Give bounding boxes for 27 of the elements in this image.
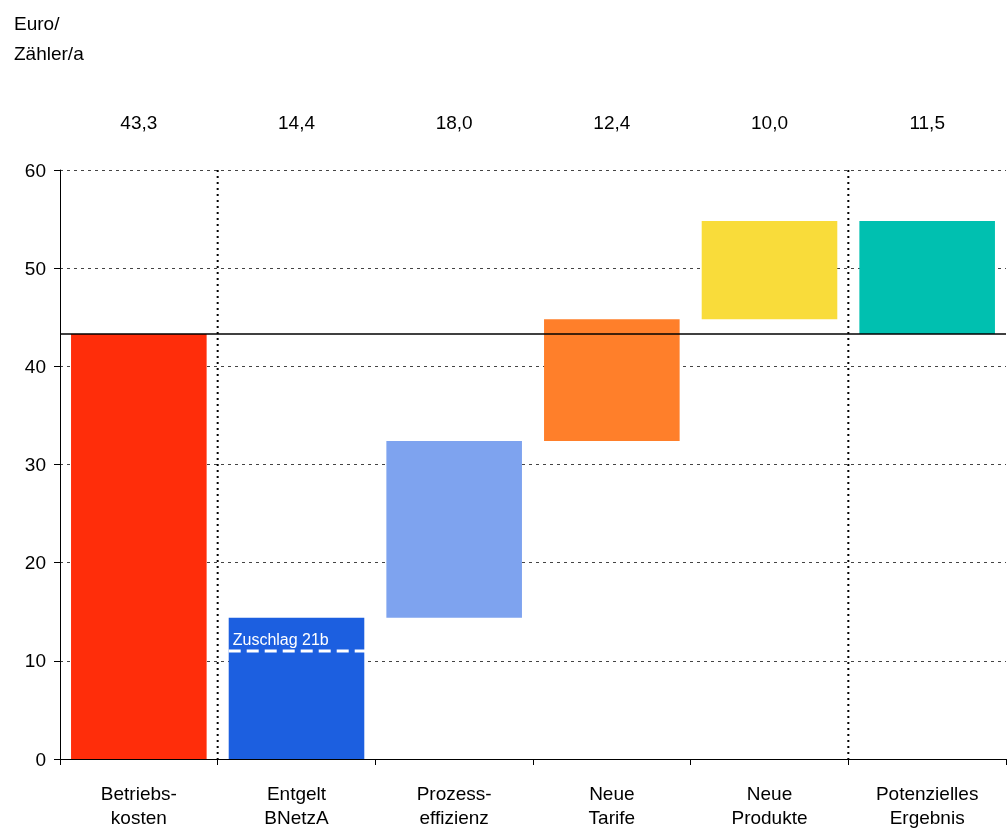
data-label: 10,0 [751,112,788,133]
bar [71,333,207,759]
y-tick-label: 50 [24,257,46,279]
y-tick-label: 0 [35,748,46,770]
x-tick-label: Potenzielles Ergebnis [875,782,979,828]
data-label: 43,3 [120,112,158,133]
data-label: 18,0 [435,112,473,133]
data-label: 11,5 [909,112,945,133]
y-tick-label: 40 [24,355,46,377]
x-tick-label: Prozess- effizienz [416,782,492,828]
y-tick-label: 60 [24,159,46,181]
bar [544,319,680,441]
bar [859,221,995,334]
data-label: 12,4 [593,112,631,133]
y-tick-label: 30 [24,454,46,475]
x-tick-label: Betriebs- kosten [100,782,177,828]
x-tick-label: Neue Tarife [588,782,636,828]
bar [701,221,838,320]
x-tick-label: Entgelt BNetzA [264,782,330,828]
ref-line-label: Zuschlag 21b [232,630,329,648]
y-tick-label: 10 [24,650,46,672]
y-tick-label: 20 [24,552,46,574]
bar [228,617,365,759]
text: Euro/ Zähler/a [14,12,85,64]
bar [386,440,522,618]
x-tick-label: Neue Produkte [731,782,808,828]
data-label: 14,4 [278,112,316,133]
